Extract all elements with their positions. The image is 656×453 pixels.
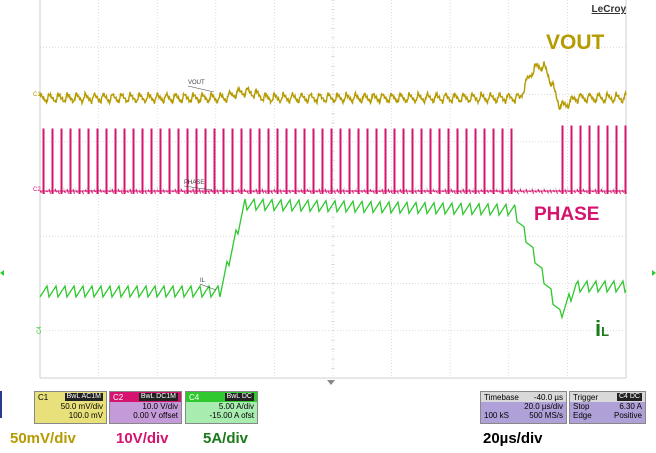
timebase-label: Timebase: [484, 392, 519, 402]
il-scale-label: 5A/div: [203, 430, 249, 447]
trigger-type: Edge: [573, 411, 592, 420]
c1-coupling-tag: BwL AC1M: [64, 393, 103, 401]
c2-name: C2: [113, 392, 124, 402]
c1-name: C1: [38, 392, 49, 402]
c4-coupling-tag: BwL DC: [224, 393, 254, 401]
brand-logo: LeCroy: [592, 4, 627, 15]
trigger-row-1: Stop 6.30 A: [570, 402, 645, 411]
vout-trace-label: VOUT: [188, 80, 205, 86]
c2-offset: 0.00 V offset: [133, 411, 178, 420]
il-annotation: iL: [595, 316, 609, 342]
il-annotation-main: i: [595, 316, 602, 341]
phase-trace-label: PHASE: [184, 180, 204, 186]
graticule: [39, 0, 627, 379]
left-edge-marker: [0, 270, 4, 276]
phase-annotation: PHASE: [534, 204, 600, 225]
phase-scale-label: 10V/div: [116, 430, 169, 447]
vout-annotation: VOUT: [546, 31, 605, 54]
trigger-row-2: Edge Positive: [570, 411, 645, 420]
right-edge-marker: [652, 270, 656, 276]
time-scale-label: 20µs/div: [483, 430, 543, 447]
phase-label-leader: [183, 185, 213, 191]
c1-channel-box[interactable]: C1 BwL AC1M 50.0 mV/div 100.0 mV: [34, 391, 107, 424]
il-trace-label: IL: [200, 278, 206, 284]
timebase-box[interactable]: Timebase -40.0 µs 20.0 µs/div 100 kS 500 …: [480, 391, 567, 424]
trigger-level: 6.30 A: [619, 402, 642, 411]
vout-scale-label: 50mV/div: [10, 430, 76, 447]
timebase-samples: 100 kS: [484, 411, 509, 420]
c1-left-strip: [0, 391, 2, 418]
timebase-delay: -40.0 µs: [533, 392, 563, 402]
il-trace: [39, 197, 627, 320]
c4-channel-box[interactable]: C4 BwL DC 5.00 A/div -15.00 A ofst: [185, 391, 258, 424]
c4-offset: -15.00 A ofst: [209, 411, 254, 420]
timebase-per-div: 20.0 µs/div: [524, 402, 563, 411]
il-marker: C4: [37, 326, 43, 334]
vout-label-leader: [187, 85, 215, 93]
c2-coupling-tag: BwL DC1M: [138, 393, 178, 401]
trigger-slope: Positive: [613, 411, 642, 420]
trigger-label: Trigger: [573, 392, 599, 402]
timebase-rate: 500 MS/s: [529, 411, 563, 420]
c1-offset: 100.0 mV: [68, 411, 103, 420]
phase-trace: [39, 125, 627, 195]
c2-scale: 10.0 V/div: [142, 402, 178, 411]
c1-scale: 50.0 mV/div: [60, 402, 103, 411]
timebase-sampling-row: 100 kS 500 MS/s: [481, 411, 566, 420]
il-label-leader: [199, 283, 217, 291]
trigger-mode: Stop: [573, 402, 590, 411]
c4-name: C4: [189, 392, 200, 402]
trigger-time-marker: [327, 380, 335, 385]
c4-scale: 5.00 A/div: [218, 402, 254, 411]
trigger-box[interactable]: Trigger C4 DC Stop 6.30 A Edge Positive: [569, 391, 646, 424]
il-annotation-sub: L: [601, 324, 610, 339]
vout-marker: C1: [33, 92, 41, 98]
phase-marker: C2: [33, 187, 41, 193]
c2-channel-box[interactable]: C2 BwL DC1M 10.0 V/div 0.00 V offset: [109, 391, 182, 424]
trigger-source-tag: C4 DC: [616, 393, 642, 401]
vout-trace: [39, 61, 627, 110]
